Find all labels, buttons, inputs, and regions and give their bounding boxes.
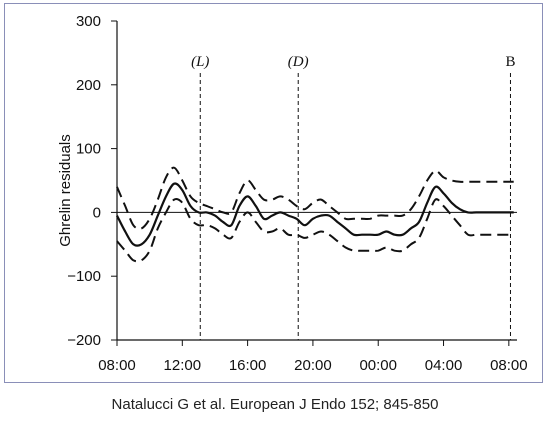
x-ticks: 08:00 12:00 16:00 20:00 00:00 04:00 08:00 bbox=[98, 340, 528, 374]
x-tick-label: 12:00 bbox=[164, 357, 202, 374]
x-tick-label: 08:00 bbox=[98, 357, 136, 374]
y-tick-label: −100 bbox=[67, 268, 101, 285]
event-marker-label: B bbox=[505, 54, 515, 70]
x-tick-label: 04:00 bbox=[425, 357, 463, 374]
x-tick-label: 20:00 bbox=[294, 357, 332, 374]
y-tick-label: 100 bbox=[76, 141, 101, 158]
y-tick-label: 300 bbox=[76, 13, 101, 30]
figure-caption: Natalucci G et al. European J Endo 152; … bbox=[111, 396, 439, 413]
y-axis-label: Ghrelin residuals bbox=[57, 134, 74, 247]
y-tick-label: 200 bbox=[76, 77, 101, 94]
event-marker-label: (L) bbox=[191, 54, 209, 70]
event-marker-label: (D) bbox=[288, 54, 309, 70]
y-tick-label: 0 bbox=[93, 204, 101, 221]
confidence-band-line bbox=[116, 166, 514, 230]
y-tick-label: −200 bbox=[67, 332, 101, 349]
x-tick-label: 00:00 bbox=[359, 357, 397, 374]
series-lines bbox=[116, 166, 514, 263]
mean-line bbox=[116, 182, 514, 247]
y-ticks: 300 200 100 0 −100 −200 bbox=[67, 13, 117, 349]
x-tick-label: 08:00 bbox=[490, 357, 528, 374]
x-tick-label: 16:00 bbox=[229, 357, 267, 374]
axes bbox=[116, 21, 517, 341]
figure-frame: 300 200 100 0 −100 −200 08:00 12:00 16:00 20:00 0… bbox=[4, 3, 543, 383]
confidence-band-line bbox=[116, 197, 514, 263]
event-markers: (L) (D) B bbox=[191, 54, 515, 340]
